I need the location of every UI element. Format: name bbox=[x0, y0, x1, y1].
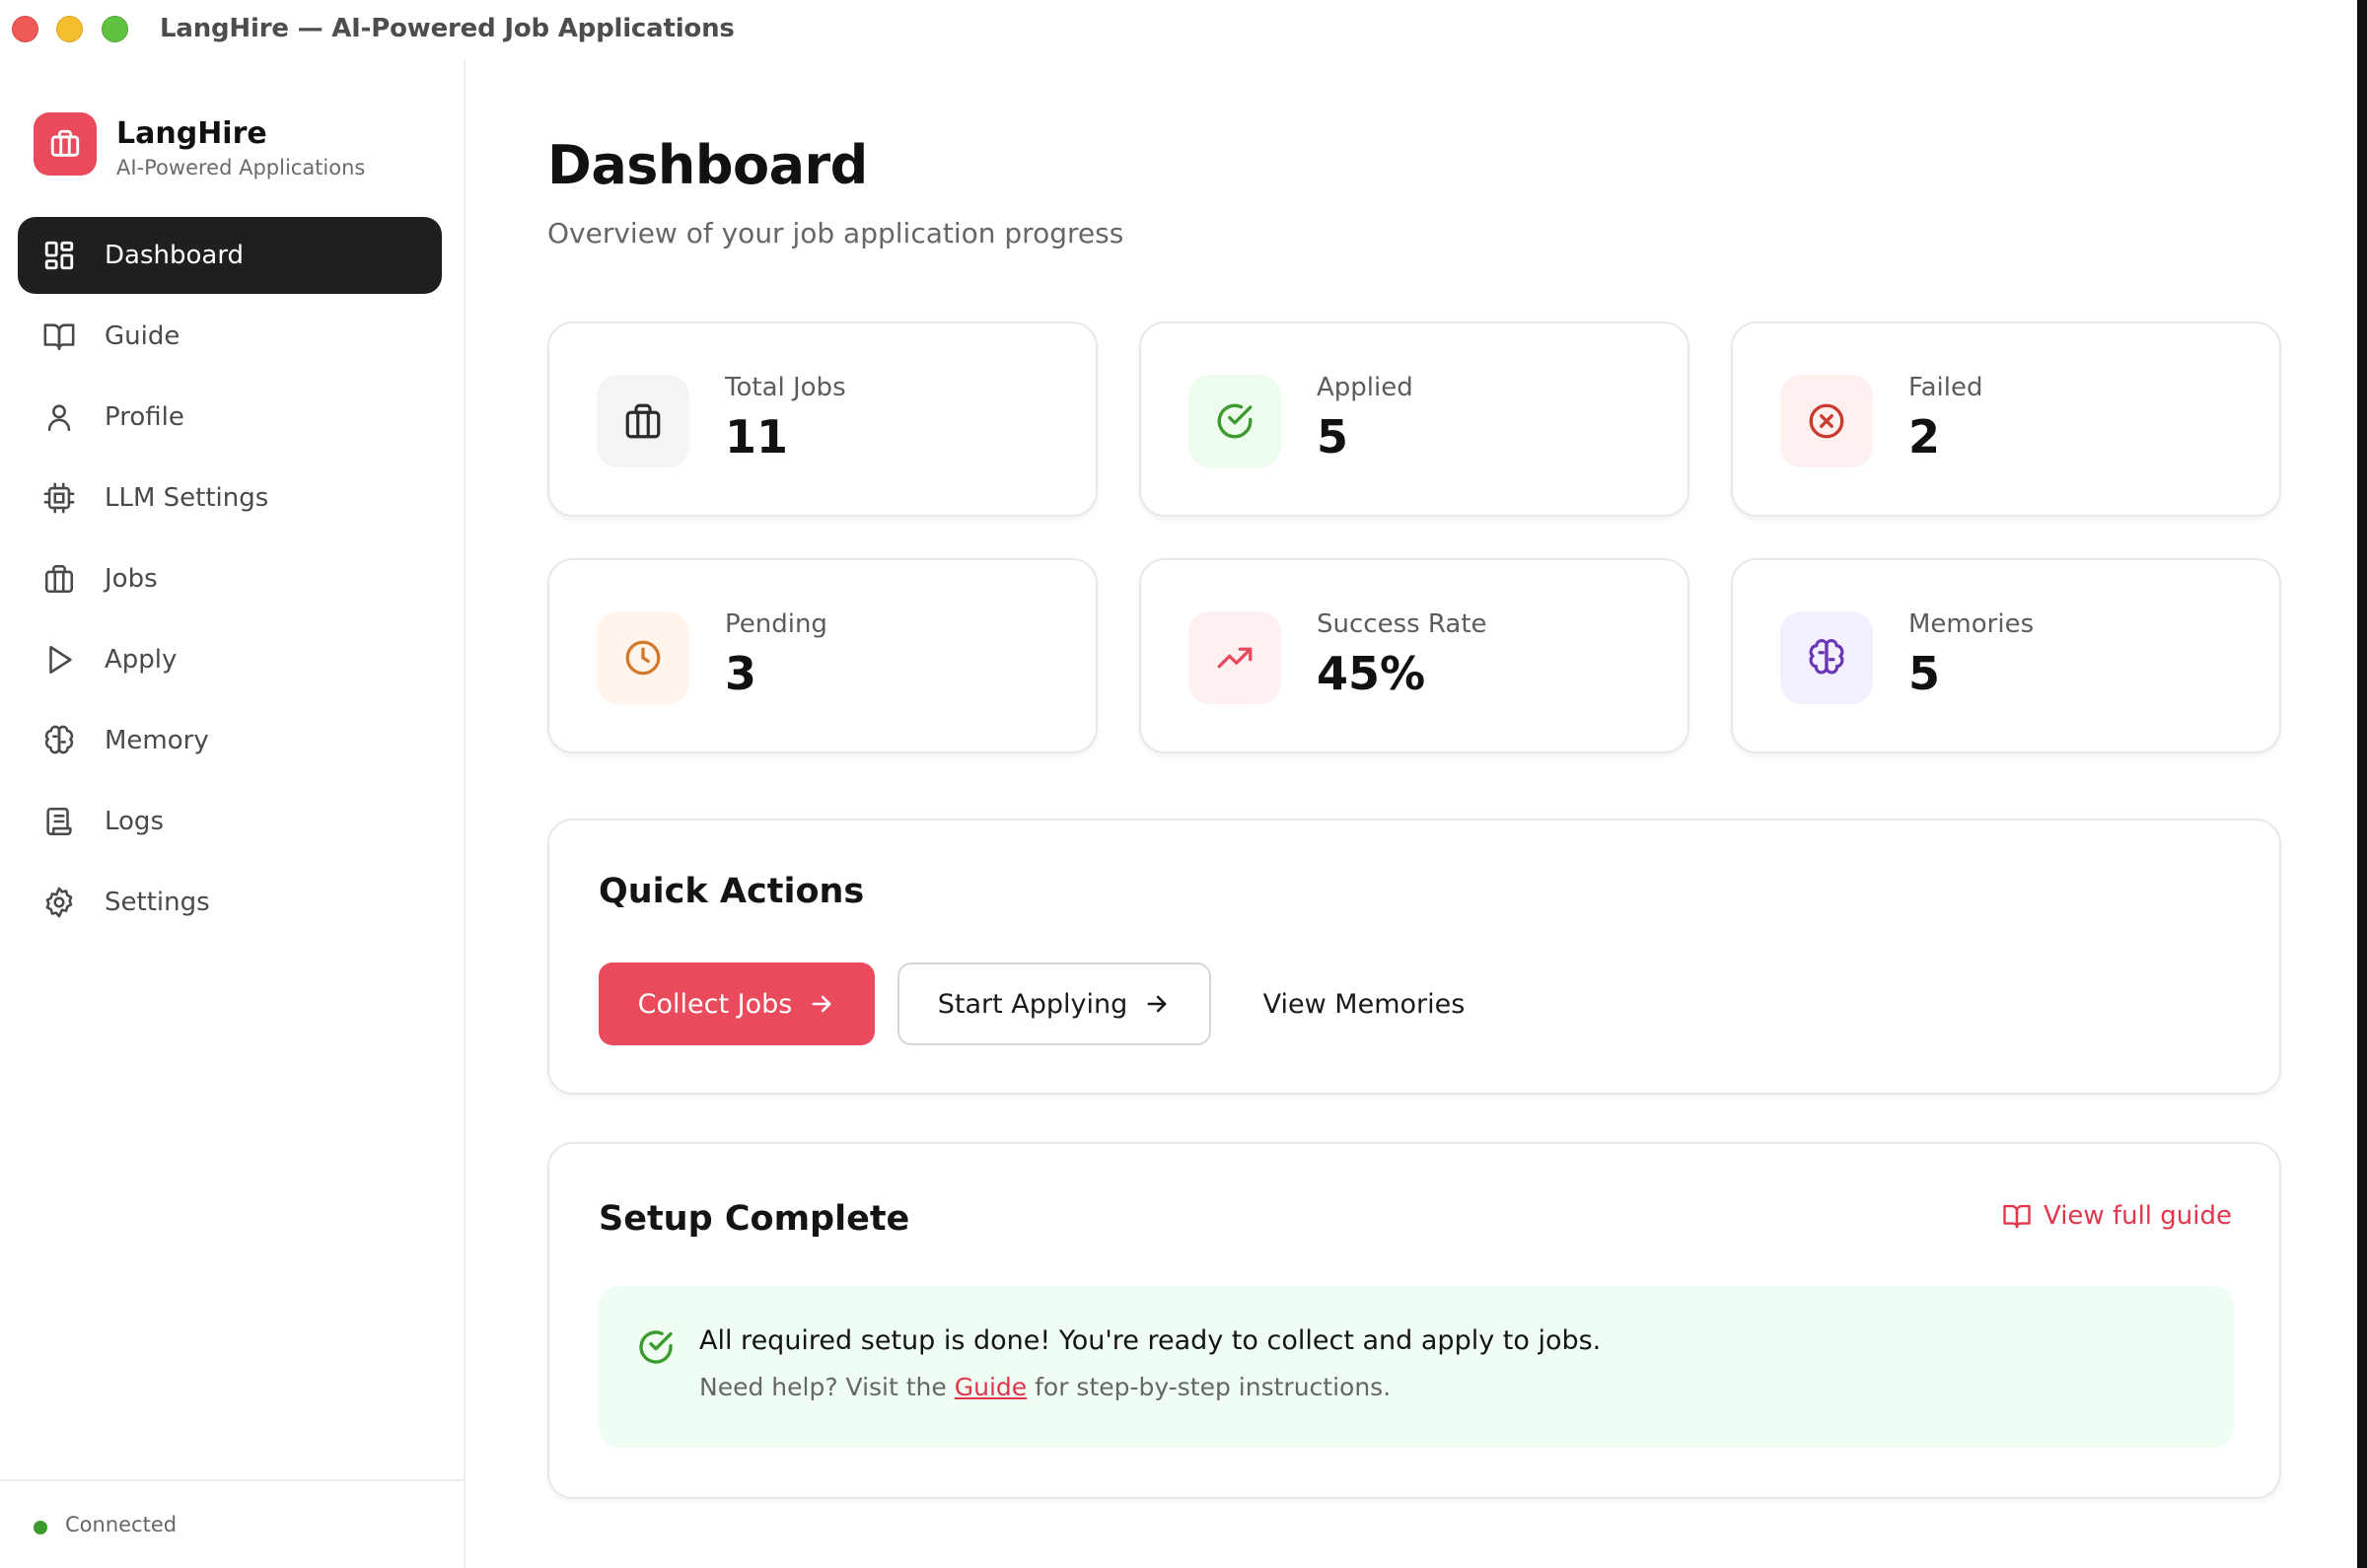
minimize-window-button[interactable] bbox=[56, 16, 83, 42]
setup-help-text: Need help? Visit the Guide for step-by-s… bbox=[699, 1373, 1391, 1401]
sidebar-item-label: LLM Settings bbox=[105, 483, 269, 513]
view-memories-label: View Memories bbox=[1262, 988, 1466, 1020]
view-memories-button[interactable]: View Memories bbox=[1248, 962, 1480, 1045]
briefcase-icon bbox=[34, 112, 97, 176]
play-icon bbox=[41, 642, 77, 677]
stat-value: 11 bbox=[725, 410, 789, 463]
stat-card-success-rate: Success Rate 45% bbox=[1139, 558, 1689, 753]
x-circle-icon bbox=[1780, 375, 1873, 467]
sidebar-item-settings[interactable]: Settings bbox=[18, 864, 442, 941]
check-circle-icon bbox=[639, 1330, 673, 1364]
setup-success-message: All required setup is done! You're ready… bbox=[699, 1325, 1602, 1356]
sidebar-item-label: Jobs bbox=[105, 564, 158, 594]
view-full-guide-link[interactable]: View full guide bbox=[2002, 1201, 2232, 1231]
stat-card-applied: Applied 5 bbox=[1139, 321, 1689, 517]
stat-card-total-jobs: Total Jobs 11 bbox=[547, 321, 1098, 517]
user-icon bbox=[41, 399, 77, 435]
start-applying-button[interactable]: Start Applying bbox=[897, 962, 1211, 1045]
help-suffix: for step-by-step instructions. bbox=[1027, 1373, 1392, 1401]
setup-title: Setup Complete bbox=[599, 1199, 910, 1239]
check-circle-icon bbox=[1188, 375, 1281, 467]
stat-value: 5 bbox=[1908, 647, 1941, 700]
page-subtitle: Overview of your job application progres… bbox=[547, 217, 1124, 249]
sidebar-item-label: Apply bbox=[105, 645, 178, 675]
collect-jobs-label: Collect Jobs bbox=[637, 988, 793, 1020]
stat-label: Failed bbox=[1908, 373, 1983, 402]
sidebar-item-apply[interactable]: Apply bbox=[18, 621, 442, 698]
dashboard-grid-icon bbox=[41, 238, 77, 273]
brand-name: LangHire bbox=[116, 116, 267, 151]
sidebar-nav: Dashboard Guide Profile LLM Settings Job… bbox=[18, 217, 442, 945]
arrow-right-icon bbox=[812, 995, 831, 1013]
arrow-right-icon bbox=[1147, 995, 1167, 1013]
sidebar-item-profile[interactable]: Profile bbox=[18, 379, 442, 456]
sidebar-item-label: Logs bbox=[105, 807, 164, 836]
window-edge bbox=[2357, 0, 2367, 1568]
help-prefix: Need help? Visit the bbox=[699, 1373, 955, 1401]
maximize-window-button[interactable] bbox=[102, 16, 128, 42]
sidebar-item-memory[interactable]: Memory bbox=[18, 702, 442, 779]
book-open-icon bbox=[41, 319, 77, 354]
window-titlebar: LangHire — AI-Powered Job Applications bbox=[0, 0, 2367, 59]
sidebar-item-label: Settings bbox=[105, 888, 210, 917]
status-label: Connected bbox=[65, 1513, 178, 1536]
sidebar-item-label: Memory bbox=[105, 726, 209, 755]
stat-card-failed: Failed 2 bbox=[1731, 321, 2281, 517]
brain-icon bbox=[41, 723, 77, 758]
sidebar-item-jobs[interactable]: Jobs bbox=[18, 540, 442, 617]
sidebar-item-guide[interactable]: Guide bbox=[18, 298, 442, 375]
stat-label: Applied bbox=[1317, 373, 1413, 402]
sidebar-item-llm-settings[interactable]: LLM Settings bbox=[18, 460, 442, 536]
view-full-guide-label: View full guide bbox=[2043, 1201, 2232, 1231]
sidebar-item-label: Dashboard bbox=[105, 241, 245, 270]
close-window-button[interactable] bbox=[12, 16, 38, 42]
book-open-icon bbox=[2003, 1204, 2031, 1229]
quick-actions-title: Quick Actions bbox=[599, 872, 865, 911]
sidebar-item-label: Profile bbox=[105, 402, 184, 432]
scroll-icon bbox=[41, 804, 77, 839]
connection-status: Connected bbox=[0, 1479, 464, 1568]
stat-label: Success Rate bbox=[1317, 609, 1487, 639]
window-title: LangHire — AI-Powered Job Applications bbox=[160, 14, 735, 43]
stat-value: 3 bbox=[725, 647, 757, 700]
sidebar-item-label: Guide bbox=[105, 321, 180, 351]
briefcase-icon bbox=[597, 375, 689, 467]
gear-icon bbox=[41, 885, 77, 920]
stat-value: 2 bbox=[1908, 410, 1941, 463]
clock-icon bbox=[597, 611, 689, 704]
collect-jobs-button[interactable]: Collect Jobs bbox=[599, 962, 875, 1045]
sidebar-item-logs[interactable]: Logs bbox=[18, 783, 442, 860]
setup-card: Setup Complete View full guide All requi… bbox=[547, 1142, 2281, 1499]
brand-tagline: AI-Powered Applications bbox=[116, 156, 366, 179]
start-applying-label: Start Applying bbox=[937, 988, 1128, 1020]
briefcase-icon bbox=[41, 561, 77, 597]
sidebar-item-dashboard[interactable]: Dashboard bbox=[18, 217, 442, 294]
stat-card-memories: Memories 5 bbox=[1731, 558, 2281, 753]
stat-label: Pending bbox=[725, 609, 827, 639]
quick-actions-card: Quick Actions Collect Jobs Start Applyin… bbox=[547, 819, 2281, 1095]
stat-value: 5 bbox=[1317, 410, 1349, 463]
cpu-chip-icon bbox=[41, 480, 77, 516]
sidebar: LangHire AI-Powered Applications Dashboa… bbox=[0, 59, 466, 1568]
guide-link[interactable]: Guide bbox=[954, 1373, 1028, 1401]
trending-up-icon bbox=[1188, 611, 1281, 704]
status-dot bbox=[34, 1521, 47, 1534]
stat-value: 45% bbox=[1317, 647, 1426, 700]
stat-card-pending: Pending 3 bbox=[547, 558, 1098, 753]
stat-label: Memories bbox=[1908, 609, 2035, 639]
page-title: Dashboard bbox=[547, 134, 868, 196]
setup-success-alert: All required setup is done! You're ready… bbox=[599, 1286, 2234, 1448]
brain-icon bbox=[1780, 611, 1873, 704]
stat-label: Total Jobs bbox=[725, 373, 846, 402]
